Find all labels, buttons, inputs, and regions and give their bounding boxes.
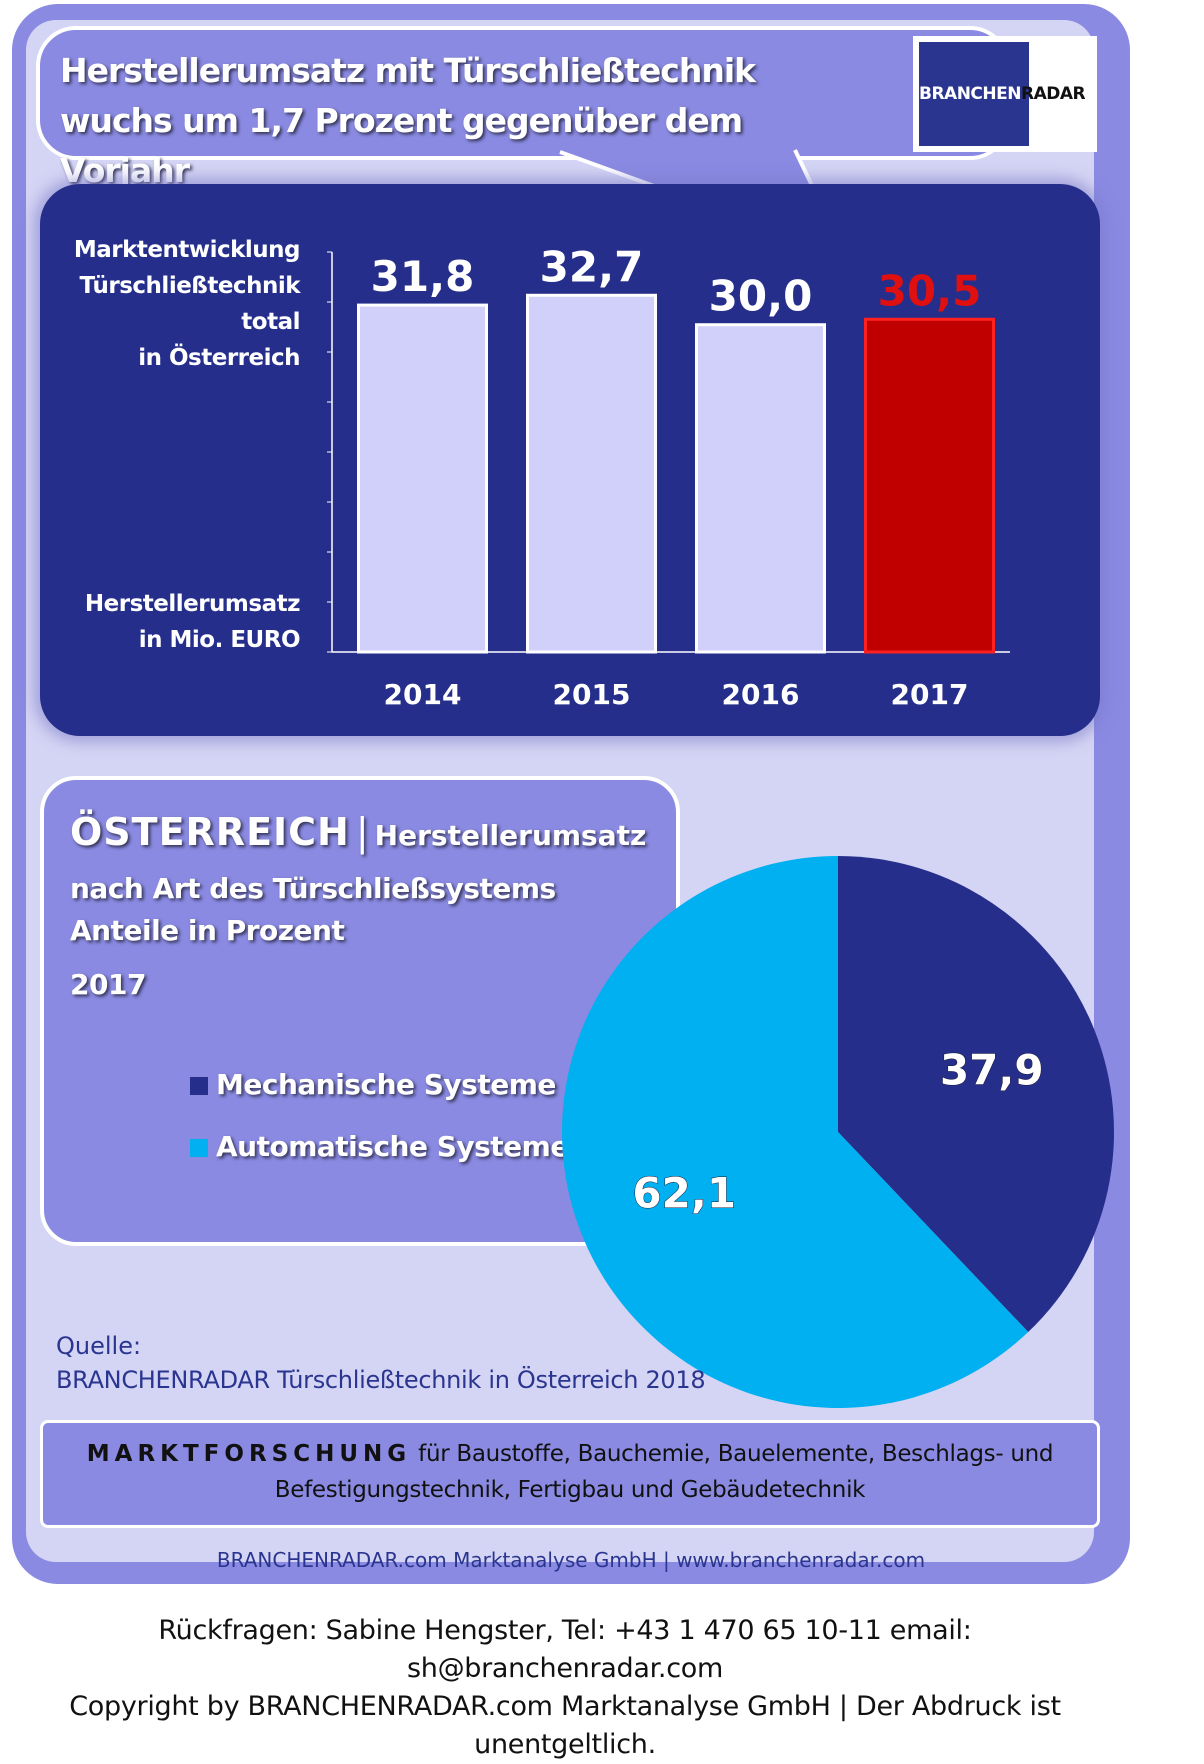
legend-swatch — [190, 1139, 208, 1157]
bar-2016 — [695, 323, 826, 654]
legend-label: Mechanische Systeme — [216, 1068, 556, 1101]
x-tick-label: 2016 — [722, 678, 800, 711]
pie-subtitle-2: Anteile in Prozent — [70, 914, 345, 947]
pie-title-part: Herstellerumsatz — [374, 819, 647, 852]
pie-chart: 37,9 62,1 — [562, 856, 1114, 1409]
country-label: ÖSTERREICH — [70, 810, 350, 854]
unit-label-line: in Mio. EURO — [138, 627, 301, 653]
legend-label: Automatische Systeme — [216, 1130, 569, 1163]
title-line-1: Herstellerumsatz mit Türschließtechnik — [60, 51, 756, 90]
marktforschung-line-2: Befestigungstechnik, Fertigbau und Gebäu… — [274, 1477, 866, 1503]
footer-company: BRANCHENRADAR.com Marktanalyse GmbH | ww… — [216, 1548, 926, 1572]
logo-part-2: RADAR — [1020, 84, 1086, 104]
contact-line-1: Rückfragen: Sabine Hengster, Tel: +43 1 … — [158, 1615, 972, 1684]
source-label: Quelle: — [56, 1332, 142, 1360]
x-tick-label: 2015 — [553, 678, 631, 711]
logo-box — [919, 42, 1029, 146]
pie-slice-label: 62,1 — [632, 1168, 736, 1217]
pie-subtitle-1: nach Art des Türschließsystems — [70, 872, 556, 905]
pie-year: 2017 — [70, 968, 146, 1001]
title-bubble — [36, 26, 1010, 160]
y-label-line: Türschließtechnik — [79, 273, 301, 299]
contact-block: Rückfragen: Sabine Hengster, Tel: +43 1 … — [0, 1612, 1130, 1764]
title-line-2: wuchs um 1,7 Prozent gegenüber dem Vorja… — [60, 101, 743, 190]
marktforschung-text: MARKTFORSCHUNG für Baustoffe, Bauchemie,… — [60, 1436, 1080, 1508]
y-label-line: total — [241, 309, 300, 335]
y-label-line: Marktentwicklung — [73, 237, 301, 263]
marktforschung-heading: MARKTFORSCHUNG — [86, 1441, 412, 1467]
logo-text: BRANCHENRADAR — [919, 84, 1097, 104]
branchenradar-logo: BRANCHENRADAR — [913, 36, 1097, 152]
logo-part-1: BRANCHEN — [919, 84, 1021, 104]
bar-value-label: 30,5 — [878, 266, 982, 315]
y-label-line: in Österreich — [138, 345, 300, 371]
bar-2015 — [526, 293, 657, 654]
bar-2017 — [864, 317, 995, 654]
y-axis-label: Marktentwicklung Türschließtechnik total… — [60, 232, 301, 376]
marktforschung-box — [40, 1420, 1100, 1528]
bar-chart: 31,8 2014 32,7 2015 30,0 2016 30,5 2017 — [327, 242, 1010, 711]
contact-line-2: Copyright by BRANCHENRADAR.com Marktanal… — [69, 1691, 1061, 1760]
bar-value-label: 32,7 — [540, 242, 644, 291]
unit-label-line: Herstellerumsatz — [84, 591, 301, 617]
bar-value-label: 31,8 — [371, 252, 475, 301]
legend-swatch — [190, 1077, 208, 1095]
heading-separator: | — [355, 810, 369, 854]
pie-slice-0 — [838, 856, 1114, 1333]
unit-label: Herstellerumsatz in Mio. EURO — [60, 586, 301, 658]
pie-heading: ÖSTERREICH | Herstellerumsatz — [70, 810, 646, 854]
bar-value-label: 30,0 — [709, 272, 813, 321]
pie-slice-label: 37,9 — [940, 1046, 1044, 1095]
x-tick-label: 2014 — [384, 678, 462, 711]
page-title: Herstellerumsatz mit Türschließtechnik w… — [60, 46, 860, 196]
x-tick-label: 2017 — [891, 678, 969, 711]
pie-slice-1 — [562, 856, 1029, 1409]
bar-2014 — [357, 303, 488, 654]
marktforschung-line-1-rest: für Baustoffe, Bauchemie, Bauelemente, B… — [411, 1441, 1054, 1467]
source-text: BRANCHENRADAR Türschließtechnik in Öster… — [56, 1366, 706, 1394]
marktforschung-line-1: MARKTFORSCHUNG für Baustoffe, Bauchemie,… — [60, 1436, 1080, 1472]
